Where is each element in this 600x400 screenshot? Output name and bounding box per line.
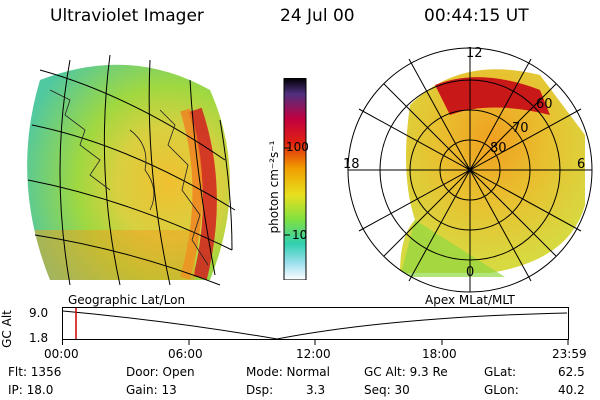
timeline-x-tick-0000: 00:00	[44, 347, 79, 361]
timeline-y-tick-1.8: 1.8	[29, 331, 49, 345]
timeline-x-tick-1200: 12:00	[296, 347, 331, 361]
time-label: 00:44:15 UT	[424, 6, 529, 26]
geographic-auroral-image	[27, 54, 236, 286]
mlat-label-70: 70	[512, 121, 529, 136]
sequence-number: Seq: 30	[364, 383, 410, 397]
glon-label: GLon:	[484, 383, 519, 397]
colorbar-tick-100: 100	[286, 140, 309, 154]
instrument-title: Ultraviolet Imager	[50, 6, 204, 26]
colorbar-unit-label: photon cm⁻²s⁻¹	[267, 140, 281, 234]
mlt-label-6: 6	[577, 157, 586, 172]
timeline-x-tick-2359: 23:59	[552, 347, 587, 361]
mlt-label-0: 0	[466, 265, 475, 280]
timeline-y-tick-9: 9.0	[29, 306, 49, 320]
dsp-label: Dsp:	[246, 383, 274, 397]
timeline-x-tick-0600: 06:00	[168, 347, 203, 361]
apex-caption: Apex MLat/MLT	[425, 293, 515, 307]
mode-value: Mode: Normal	[246, 365, 330, 379]
mlt-label-12: 12	[466, 46, 483, 61]
glat-label: GLat:	[484, 365, 517, 379]
mlat-label-80: 80	[490, 141, 507, 156]
glat-value: 62.5	[558, 365, 585, 379]
gain-value: Gain: 13	[126, 383, 177, 397]
mlat-label-60: 60	[536, 97, 553, 112]
flight-number: Flt: 1356	[8, 365, 62, 379]
mlt-label-18: 18	[343, 157, 360, 172]
geographic-caption: Geographic Lat/Lon	[68, 293, 186, 307]
ip-value: IP: 18.0	[8, 383, 54, 397]
timeline-y-title: GC Alt	[0, 310, 14, 348]
colorbar	[283, 78, 307, 280]
glon-value: 40.2	[558, 383, 585, 397]
timeline-x-tick-1800: 18:00	[422, 347, 457, 361]
door-status: Door: Open	[126, 365, 195, 379]
dsp-value: 3.3	[306, 383, 326, 397]
colorbar-tick-10: 10	[292, 228, 308, 242]
altitude-timeline	[62, 307, 569, 345]
date-label: 24 Jul 00	[280, 6, 355, 26]
polar-mlat-mlt-plot	[347, 47, 593, 293]
gc-altitude: GC Alt: 9.3 Re	[364, 365, 448, 379]
